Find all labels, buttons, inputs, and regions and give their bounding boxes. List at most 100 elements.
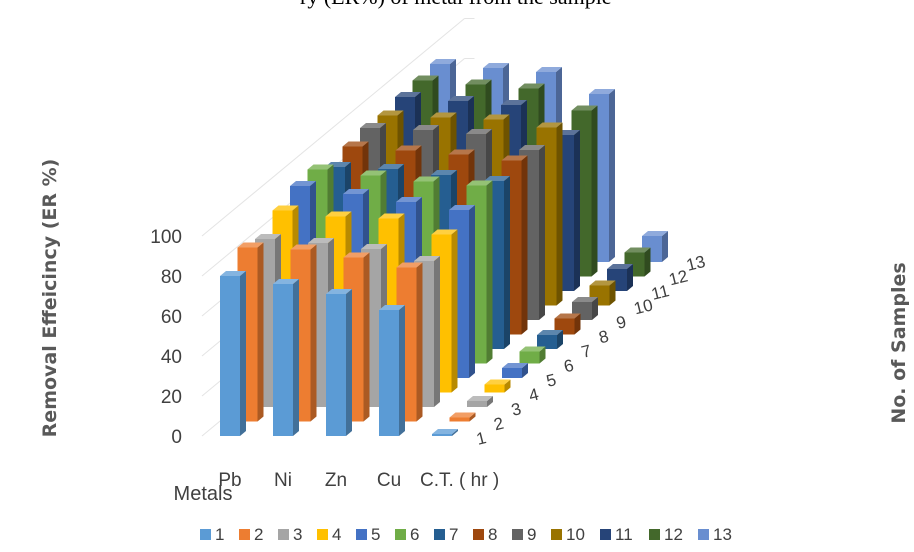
bar-side [486,180,493,364]
bar-top [413,125,439,130]
legend-label: 3 [293,525,302,544]
bar-top [607,264,633,269]
bar-top [448,149,475,155]
bar-side [240,271,246,436]
bar-side [257,242,264,422]
bar-top [501,155,528,161]
bar-1-cu [379,305,405,436]
legend-item-7: 7 [434,525,458,544]
bar-top [414,256,440,261]
bar-7-cthr [537,330,563,349]
bar-top [432,429,458,434]
bar-side [557,330,563,349]
bar-side [434,256,440,407]
legend-swatch [356,529,367,540]
bar-top [412,75,439,81]
bar-top [466,180,493,186]
category-labels: Pb Ni Zn Cu C.T. ( hr ) [218,470,499,491]
gridline-100 [201,18,465,237]
bar-top [325,211,352,217]
bar-3-cthr [467,396,493,407]
bar-side [609,280,616,306]
bar-top [343,189,369,194]
legend-label: 1 [215,525,224,544]
legend-item-13: 13 [698,525,732,544]
bar-side [469,412,476,422]
bar-top [449,205,475,210]
legend-swatch [200,529,211,540]
bar-top [272,205,299,211]
bar-top [624,247,651,253]
bar-top [255,234,281,239]
legend-label: 11 [615,525,633,544]
depth-label: 12 [667,266,690,289]
bar-top [518,83,545,89]
bar-side [574,130,580,291]
bar-top [360,123,386,128]
bar-side [310,244,317,422]
bar-top [326,289,352,294]
z-axis-title: No. of Samples [888,262,910,423]
legend-item-12: 12 [649,525,683,544]
legend-label: 10 [566,525,585,544]
bar-side [521,155,528,335]
bar-top [536,122,563,128]
legend-item-11: 11 [600,525,633,544]
legend-item-10: 10 [551,525,585,544]
bar-side [592,297,598,320]
bar-top [483,63,509,68]
depth-label: 8 [597,327,611,348]
bar-top [589,89,615,94]
bar-4-cthr [484,379,511,393]
bar-top [430,59,456,64]
legend-label: 12 [664,525,683,544]
y-tick-label: 0 [171,427,182,448]
bar-top [519,346,546,352]
legend-item-9: 9 [512,525,536,544]
y-tick-label: 40 [161,347,182,368]
legend-swatch [600,529,611,540]
bar-top [467,396,493,401]
depth-label: 2 [492,414,506,435]
bar-top [395,145,422,151]
bar-top [290,181,316,186]
legend-label: 9 [527,525,536,544]
bar-top [431,229,458,235]
bar-top [466,129,492,134]
depth-label: 3 [509,399,523,420]
bar-1-pb [220,271,246,436]
y-tick-label: 80 [161,267,182,288]
bar-side [452,429,458,436]
bar-front [519,351,540,364]
y-tick-label: 20 [161,387,182,408]
bar-side [487,396,493,407]
y-ticks: 0 20 40 60 80 100 [150,227,182,448]
legend-swatch [239,529,250,540]
bar-top [502,363,528,368]
legend-item-1: 1 [200,525,224,544]
bar-top [378,164,404,169]
bar-front [220,276,240,436]
bar-top [396,262,423,268]
bar-6-cthr [519,346,546,364]
bar-top [501,100,527,105]
bar-top [430,112,457,118]
bar-top [343,252,370,258]
bar-top [413,176,440,182]
bar-top [536,67,562,72]
bar-side [346,289,352,436]
legend-label: 13 [713,525,732,544]
legend-swatch [434,529,445,540]
bar-12-cthr [624,247,651,277]
bar-side [504,379,511,393]
bar-side [539,346,546,364]
depth-label: 6 [562,356,576,377]
bar-top [308,238,334,243]
bar-top [483,114,510,120]
bar-side [399,305,405,436]
bar-top [465,79,492,85]
category-label: Ni [274,470,292,491]
y-tick-label: 60 [161,307,182,328]
